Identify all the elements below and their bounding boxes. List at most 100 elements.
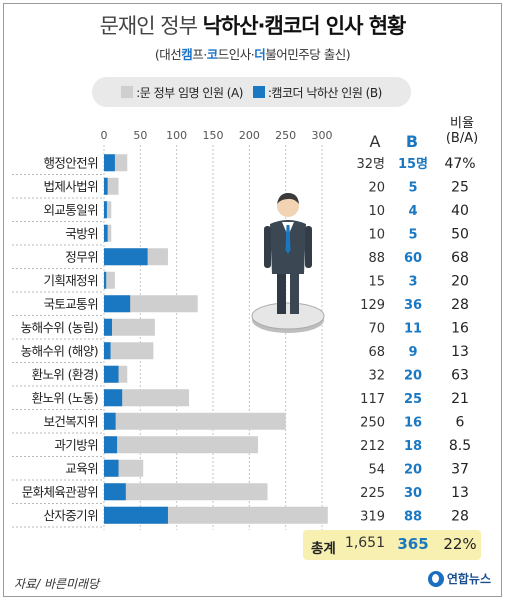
ratio-label: 40 [451,203,469,219]
category-label: 교육위 [65,461,98,476]
x-tick-label: 100 [166,129,187,142]
value-label-b: 5 [408,227,417,242]
category-label: 환노위 (환경) [32,367,98,382]
x-tick-label: 300 [312,129,333,142]
ratio-label: 13 [451,344,469,360]
bar-a [104,342,154,360]
value-label-a: 10 [368,227,385,242]
value-label-b: 5 [408,180,417,195]
value-label-a: 225 [360,486,385,501]
bar-a [104,483,268,501]
column-header-ratio: 비율 (B/A) [432,116,492,146]
value-label-a: 15 [368,274,385,289]
yonhap-logo-text: 연합뉴스 [446,572,491,586]
subtitle-camp: 캠 [181,47,193,62]
value-label-a: 54 [368,462,385,477]
subtitle-open: (대선 [154,47,182,62]
value-label-b: 4 [408,204,417,219]
category-label: 산자중기위 [43,508,98,523]
subtitle-deo: 더 [254,47,266,62]
legend-label-a: :문 정부 임명 인원 (A) [136,85,243,100]
chart-subtitle: (대선캠프·코드인사·더불어민주당 출신) [0,44,505,63]
subtitle-co: 코 [206,47,219,62]
bar-a [104,271,115,289]
bar-b [104,342,111,360]
value-label-a: 32 [368,368,385,383]
bar-b [104,483,126,501]
value-label-b: 20 [404,368,422,383]
value-label-b: 30 [404,486,422,501]
value-label-a: 10 [368,204,385,219]
x-tick-label: 200 [239,129,260,142]
chart-frame [3,3,502,597]
ratio-label: 68 [451,250,469,266]
category-label: 문화체육관광위 [22,484,98,499]
total-a-value: 1,651 [344,535,385,551]
category-label: 농해수위 (해양) [21,343,98,358]
value-label-a: 129 [360,298,385,313]
legend-label-b: :캠코더 낙하산 인원 (B) [267,85,382,100]
ratio-label: 37 [451,461,469,477]
bar-a [104,318,155,336]
yonhap-logo: 연합뉴스 [427,570,491,587]
category-label: 환노위 (노동) [32,390,98,405]
value-label-b: 18 [404,439,422,454]
value-label-b: 9 [408,345,417,360]
legend-swatch-b [252,85,265,98]
bar-a [104,412,286,430]
bar-b [104,154,115,172]
value-label-a: 70 [368,321,385,336]
value-label-b: 20 [404,462,422,477]
total-b-value: 365 [397,535,429,553]
legend: :문 정부 임명 인원 (A) :캠코더 낙하산 인원 (B) [92,77,411,107]
column-header-a: A [369,132,381,151]
bar-b [104,224,108,242]
ratio-label: 8.5 [449,438,471,454]
bar-layer [104,154,328,524]
value-label-a: 20 [368,180,385,195]
value-label-b: 11 [404,321,422,336]
subtitle-camp-rest: 프· [192,47,207,62]
category-label: 국방위 [65,226,98,241]
total-label: 총계 [311,541,336,557]
value-label-a: 117 [360,392,385,407]
bar-b [104,271,107,289]
ratio-header-line1: 비율 [450,116,474,131]
column-header-b: B [405,132,419,151]
value-label-b: 88 [404,509,422,524]
ratio-label: 16 [451,320,469,336]
ratio-label: 21 [451,391,469,407]
bar-b [104,459,119,477]
value-label-a: 32명 [356,157,385,172]
bar-b [104,177,108,195]
ratio-label: 63 [451,367,469,383]
bar-b [104,506,168,524]
value-label-a: 68 [368,345,385,360]
value-label-b: 25 [404,392,422,407]
value-label-a: 212 [360,439,385,454]
bar-b [104,201,107,219]
value-label-b: 3 [408,274,417,289]
value-label-b: 36 [404,298,422,313]
legend-item-a: :문 정부 임명 인원 (A) [121,84,243,101]
bar-a [104,436,259,454]
value-label-a: 250 [360,415,385,430]
total-ratio-value: 22% [443,535,477,553]
bar-b [104,318,112,336]
category-label: 과기방위 [54,437,98,452]
bar-b [104,248,148,266]
bar-b [104,436,118,454]
businessman-illustration [251,193,325,333]
value-label-b: 15명 [398,156,428,172]
label-layer: 0 50 100 150 200 250 300 행정안전위 32명 15명 47% 법제사법위 20 5… [21,129,476,524]
category-label: 정무위 [65,249,98,264]
subtitle-deo-rest: 불어민주당 출신) [265,47,351,62]
value-label-a: 319 [360,509,385,524]
x-tick-label: 50 [133,129,147,142]
ratio-label: 25 [451,179,469,195]
ratio-header-line2: (B/A) [445,131,479,146]
ratio-label: 28 [451,297,469,313]
value-label-b: 60 [404,251,422,266]
bar-a [104,201,112,219]
